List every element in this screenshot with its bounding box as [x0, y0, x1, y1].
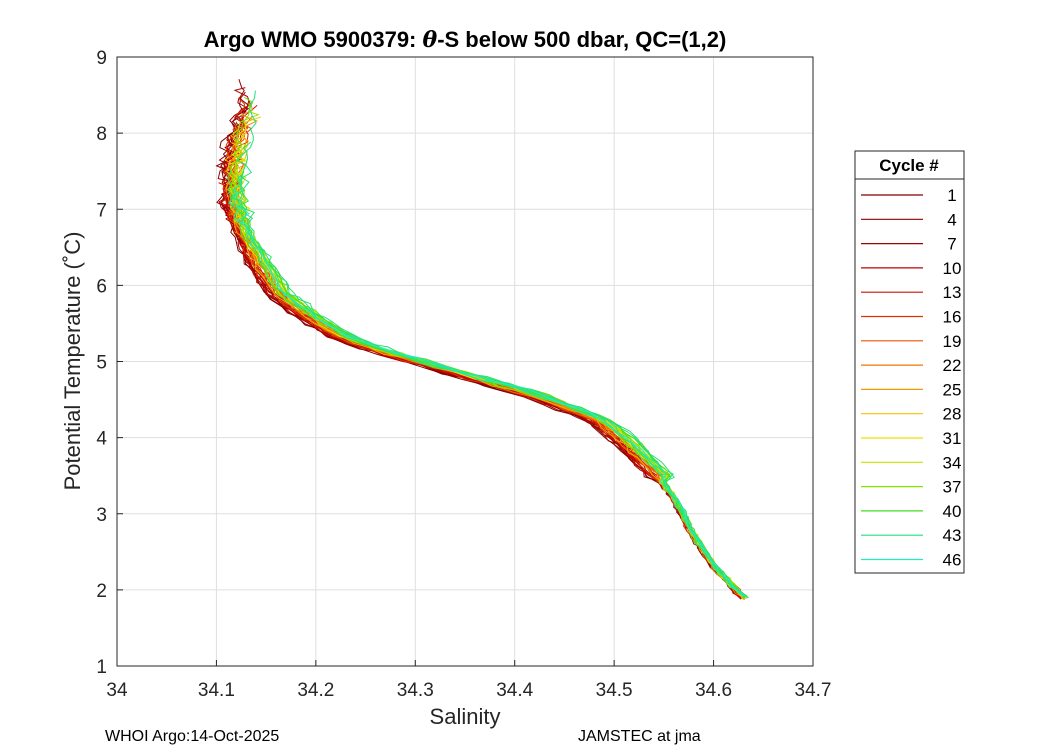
series-group — [215, 79, 749, 600]
legend-items: 1 4 7 10 13 16 19 22 25 28 31 34 37 40 43 46 — [861, 186, 961, 570]
cycle-profile-line — [226, 142, 744, 598]
cycle-profile-line — [223, 99, 746, 597]
footer-left: WHOI Argo:14-Oct-2025 — [105, 728, 279, 745]
cycle-profile-line — [228, 122, 747, 599]
legend-label: 46 — [943, 551, 962, 570]
y-ticks: 1 2 3 4 5 6 7 8 9 — [96, 48, 123, 678]
cycle-profile-line — [227, 103, 746, 597]
cycle-profile-line — [232, 189, 747, 599]
cycle-profile-line — [221, 139, 746, 597]
cycle-profile-line — [227, 116, 743, 597]
x-tick-label: 34.1 — [198, 680, 235, 701]
y-tick-label: 3 — [96, 505, 107, 526]
cycle-profile-line — [216, 122, 742, 599]
legend: Cycle # 1 4 7 10 13 16 19 22 25 28 31 34 37 40 43 46 — [854, 150, 965, 574]
legend-label: 13 — [943, 283, 962, 302]
legend-label: 37 — [943, 478, 962, 497]
cycle-profile-line — [236, 90, 749, 599]
cycle-profile-line — [221, 127, 741, 599]
cycle-profile-line — [221, 115, 741, 597]
x-tick-label: 34 — [106, 680, 128, 701]
y-tick-label: 8 — [96, 124, 107, 145]
cycle-profile-line — [218, 182, 742, 600]
cycle-profile-line — [215, 96, 745, 600]
cycle-profile-line — [222, 97, 745, 600]
cycle-profile-line — [220, 91, 742, 598]
cycle-profile-line — [221, 110, 740, 597]
cycle-profile-line — [236, 141, 749, 599]
cycle-profile-line — [228, 104, 747, 597]
y-tick-label: 6 — [96, 276, 107, 297]
legend-label: 4 — [947, 210, 956, 229]
x-tick-label: 34.6 — [695, 680, 732, 701]
y-axis-label: Potential Temperature (˚C) — [60, 232, 85, 491]
cycle-profile-line — [229, 96, 745, 599]
y-tick-label: 7 — [96, 200, 107, 221]
legend-label: 34 — [943, 453, 962, 472]
y-tick-label: 1 — [96, 657, 107, 678]
x-tick-label: 34.7 — [795, 680, 832, 701]
x-tick-label: 34.4 — [496, 680, 533, 701]
footer-right: JAMSTEC at jma — [578, 728, 701, 745]
legend-label: 31 — [943, 429, 962, 448]
x-axis-label: Salinity — [430, 704, 501, 729]
legend-label: 43 — [943, 526, 962, 545]
cycle-profile-line — [231, 116, 747, 600]
cycle-profile-line — [227, 102, 745, 598]
x-tick-label: 34.3 — [397, 680, 434, 701]
cycle-profile-line — [231, 175, 746, 598]
cycle-profile-line — [236, 187, 748, 598]
cycle-profile-line — [225, 144, 743, 598]
cycle-profile-line — [228, 128, 744, 598]
x-tick-label: 34.5 — [596, 680, 633, 701]
cycle-profile-line — [228, 151, 743, 597]
y-tick-label: 4 — [96, 429, 107, 450]
cycle-profile-line — [229, 122, 744, 600]
y-tick-label: 9 — [96, 48, 107, 69]
legend-label: 16 — [943, 308, 962, 327]
cycle-profile-line — [222, 87, 742, 597]
legend-label: 22 — [943, 356, 962, 375]
legend-label: 19 — [943, 332, 962, 351]
legend-label: 40 — [943, 502, 962, 521]
legend-title: Cycle # — [879, 156, 939, 175]
y-tick-label: 2 — [96, 581, 107, 602]
legend-box — [854, 150, 965, 574]
cycle-profile-line — [231, 151, 744, 600]
y-tick-label: 5 — [96, 353, 107, 374]
legend-label: 28 — [943, 405, 962, 424]
legend-label: 10 — [943, 259, 962, 278]
x-ticks: 34 34.1 34.2 34.3 34.4 34.5 34.6 34.7 — [106, 660, 831, 701]
legend-label: 1 — [947, 186, 956, 205]
cycle-profile-line — [227, 181, 744, 599]
cycle-profile-line — [226, 182, 746, 600]
legend-label: 7 — [947, 235, 956, 254]
chart-title: Argo WMO 5900379: θ-S below 500 dbar, QC… — [204, 27, 727, 53]
x-tick-label: 34.2 — [297, 680, 334, 701]
legend-label: 25 — [943, 380, 962, 399]
cycle-profile-line — [232, 187, 744, 597]
cycle-profile-line — [217, 79, 743, 597]
cycle-profile-line — [222, 121, 741, 596]
